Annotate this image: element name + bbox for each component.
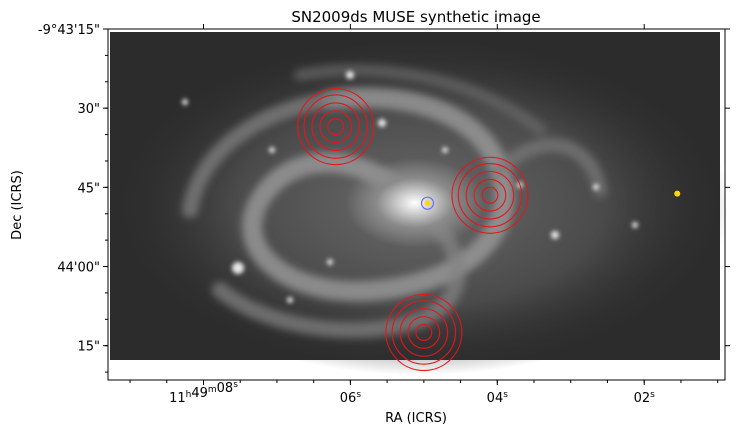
- y-axis-label: Dec (ICRS): [10, 170, 25, 240]
- aperture-circle: [451, 156, 529, 234]
- y-tick-label: 44'00": [57, 261, 100, 276]
- aperture-circle: [457, 163, 523, 228]
- supernova-ring: [420, 196, 435, 210]
- x-tick-label: 02s: [634, 390, 656, 406]
- chart-title: SN2009ds MUSE synthetic image: [291, 8, 540, 26]
- aperture-circle: [415, 324, 433, 341]
- aperture-circle: [297, 88, 375, 166]
- x-tick-label: 06s: [340, 390, 362, 406]
- aperture-circle: [465, 170, 515, 220]
- aperture-circle: [327, 118, 345, 136]
- aperture-circle: [399, 308, 449, 357]
- aperture-circle: [481, 186, 499, 204]
- x-tick-label: 11h49m08s: [169, 380, 238, 406]
- aperture-circle: [473, 178, 507, 212]
- aperture-circle: [303, 94, 368, 159]
- y-tick-label: -9°43'15": [38, 23, 100, 38]
- aperture-circle: [385, 293, 463, 372]
- x-axis-label: RA (ICRS): [385, 411, 447, 426]
- aperture-circle: [407, 316, 441, 349]
- aperture-circle: [391, 300, 457, 365]
- y-tick-label: 45": [77, 181, 100, 196]
- aperture-circle: [311, 102, 361, 151]
- supernova-marker: [424, 200, 431, 206]
- y-tick-label: 30": [77, 102, 100, 117]
- aperture-circle: [319, 110, 353, 144]
- y-tick-label: 15": [77, 340, 100, 355]
- plot-frame: [107, 28, 726, 381]
- x-tick-label: 04s: [487, 390, 509, 406]
- star-marker: [674, 190, 681, 197]
- galaxy-image: [108, 29, 725, 380]
